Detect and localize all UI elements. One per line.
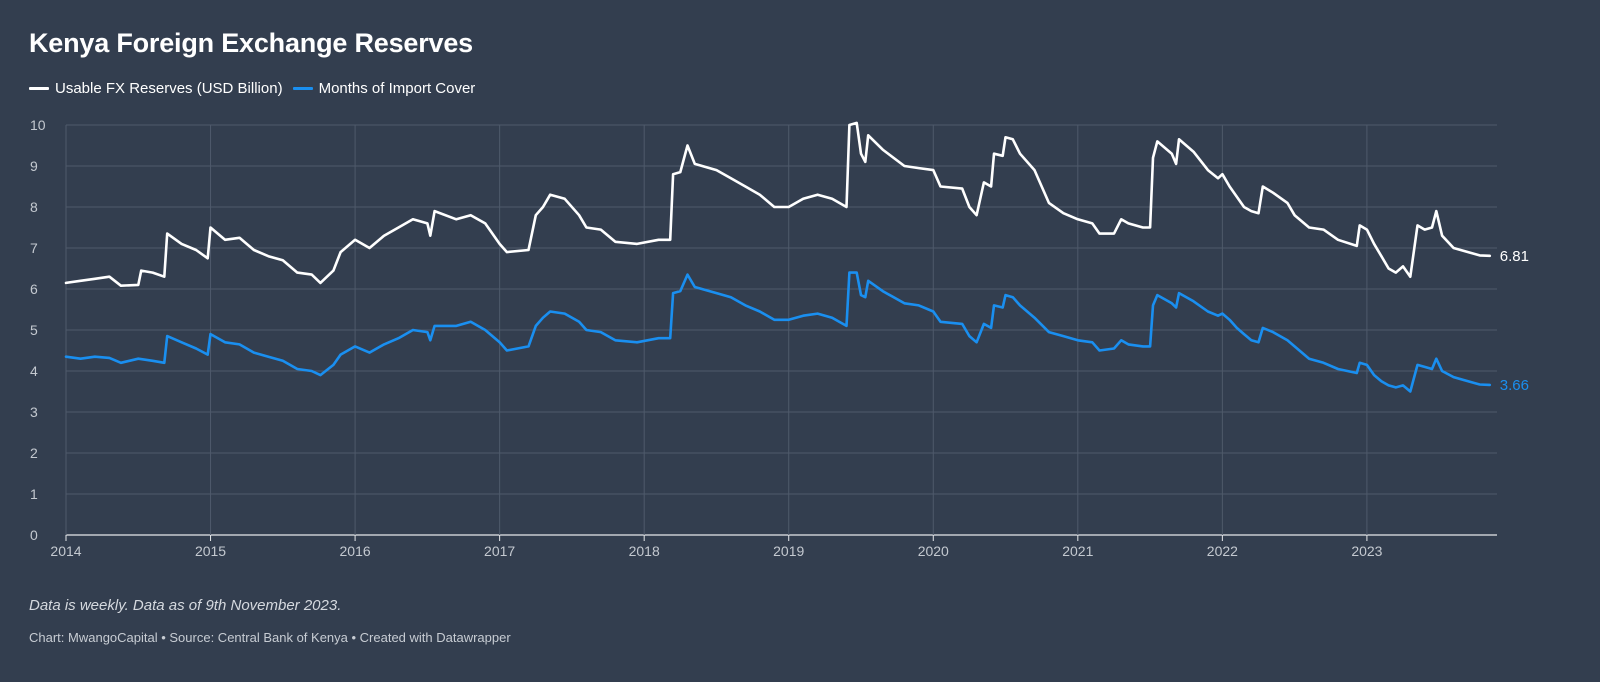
y-tick-label: 2 (30, 445, 38, 461)
chart-legend: Usable FX Reserves (USD Billion) Months … (29, 80, 485, 97)
y-tick-label: 5 (30, 322, 38, 338)
series-line-fx-reserves (64, 121, 1492, 287)
x-tick-label: 2015 (195, 543, 226, 559)
x-tick-label: 2023 (1351, 543, 1382, 559)
legend-swatch-fx-reserves (29, 87, 49, 90)
source-credit: Chart: MwangoCapital • Source: Central B… (29, 630, 511, 645)
end-label-import-cover: 3.66 (1500, 377, 1529, 394)
y-tick-label: 8 (30, 199, 38, 215)
x-tick-label: 2017 (484, 543, 515, 559)
x-tick-label: 2020 (918, 543, 949, 559)
y-tick-label: 6 (30, 281, 38, 297)
y-tick-label: 9 (30, 158, 38, 174)
legend-item-fx-reserves: Usable FX Reserves (USD Billion) (29, 80, 283, 97)
legend-swatch-import-cover (292, 87, 313, 90)
x-tick-label: 2022 (1207, 543, 1238, 559)
chart-title: Kenya Foreign Exchange Reserves (29, 28, 473, 58)
end-label-fx-reserves: 6.81 (1500, 248, 1529, 265)
legend-label-import-cover: Months of Import Cover (318, 80, 476, 97)
legend-item-import-cover: Months of Import Cover (292, 80, 476, 97)
y-tick-label: 7 (30, 240, 38, 256)
x-tick-label: 2019 (773, 543, 804, 559)
y-tick-label: 0 (30, 527, 38, 543)
x-tick-label: 2018 (629, 543, 660, 559)
series-line-import-cover (64, 271, 1492, 393)
x-tick-label: 2014 (50, 543, 81, 559)
x-tick-label: 2021 (1062, 543, 1093, 559)
y-tick-label: 10 (30, 117, 46, 133)
data-note: Data is weekly. Data as of 9th November … (29, 597, 342, 614)
y-tick-label: 3 (30, 404, 38, 420)
legend-label-fx-reserves: Usable FX Reserves (USD Billion) (55, 80, 283, 97)
x-tick-label: 2016 (340, 543, 371, 559)
y-tick-label: 4 (30, 363, 38, 379)
y-tick-label: 1 (30, 486, 38, 502)
